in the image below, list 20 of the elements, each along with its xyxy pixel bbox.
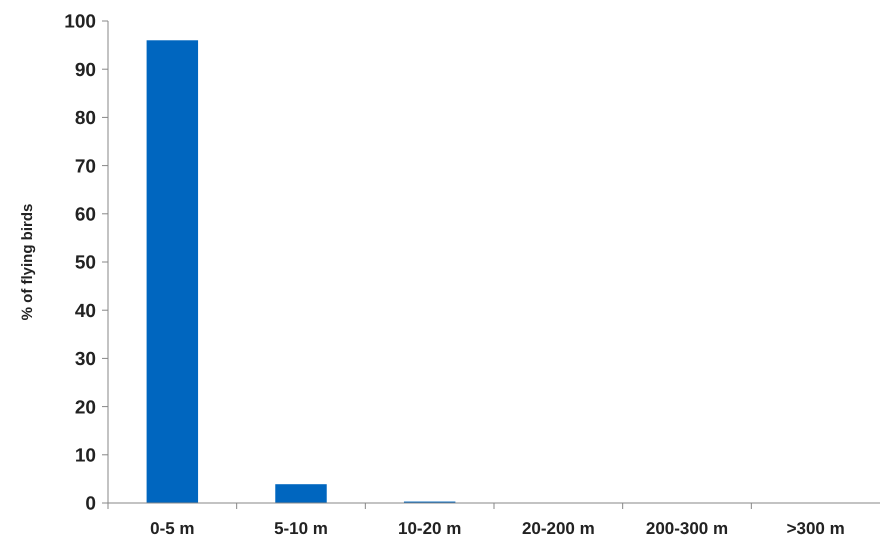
y-tick-label: 20	[74, 397, 96, 418]
y-tick-label: 10	[74, 445, 96, 466]
x-tick-label: >300 m	[786, 519, 845, 538]
x-tick-label: 0-5 m	[150, 519, 195, 538]
y-tick-label: 80	[74, 108, 96, 130]
y-tick-label: 50	[74, 252, 96, 274]
y-axis-title: % of flying birds	[19, 204, 36, 320]
bar	[146, 40, 198, 503]
y-tick-label: 70	[74, 156, 96, 178]
y-tick-label: 90	[74, 60, 96, 81]
y-tick-label: 100	[64, 12, 96, 33]
y-tick-label: 60	[74, 204, 96, 226]
y-tick-label: 0	[85, 494, 96, 515]
bar	[275, 484, 327, 503]
y-tick-label: 30	[74, 349, 96, 370]
y-tick-label: 40	[74, 300, 96, 322]
x-tick-label: 5-10 m	[274, 519, 328, 538]
x-tick-label: 10-20 m	[398, 519, 462, 538]
x-tick-label: 20-200 m	[522, 519, 595, 538]
x-tick-label: 200-300 m	[646, 519, 728, 538]
